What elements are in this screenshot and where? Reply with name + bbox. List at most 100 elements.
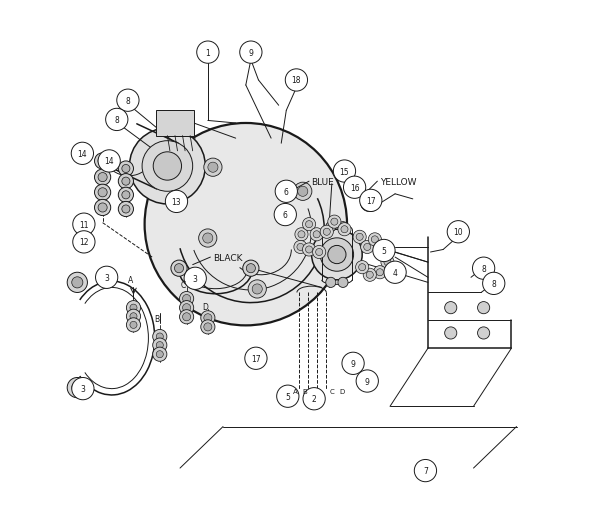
Circle shape — [156, 333, 164, 340]
Text: A: A — [293, 388, 298, 394]
Text: 3: 3 — [193, 274, 198, 283]
Circle shape — [313, 231, 320, 238]
Text: 8: 8 — [491, 279, 496, 288]
Circle shape — [356, 261, 369, 274]
Text: 7: 7 — [423, 466, 428, 475]
Circle shape — [145, 124, 347, 326]
Circle shape — [201, 320, 215, 334]
Circle shape — [444, 302, 457, 314]
Circle shape — [122, 191, 130, 199]
Circle shape — [373, 266, 387, 279]
Circle shape — [305, 221, 313, 228]
Circle shape — [326, 222, 336, 232]
Text: 6: 6 — [283, 211, 288, 220]
Circle shape — [126, 301, 140, 315]
Text: 9: 9 — [365, 377, 370, 386]
Circle shape — [122, 178, 130, 186]
Circle shape — [320, 238, 354, 272]
Circle shape — [364, 244, 371, 251]
Circle shape — [130, 322, 137, 329]
Circle shape — [353, 231, 366, 244]
Circle shape — [67, 273, 88, 293]
Circle shape — [153, 153, 182, 181]
Circle shape — [71, 143, 94, 165]
Circle shape — [303, 243, 316, 257]
Circle shape — [182, 295, 191, 303]
Circle shape — [98, 173, 107, 182]
Circle shape — [174, 264, 184, 273]
Text: BLUE: BLUE — [311, 177, 334, 186]
Text: A: A — [128, 276, 134, 285]
Circle shape — [297, 244, 304, 251]
Circle shape — [248, 280, 266, 298]
Circle shape — [197, 42, 219, 64]
Circle shape — [72, 382, 83, 393]
Circle shape — [356, 370, 378, 392]
Text: 4: 4 — [393, 268, 398, 277]
Circle shape — [361, 241, 374, 254]
Circle shape — [342, 352, 364, 375]
Circle shape — [384, 262, 406, 284]
Circle shape — [331, 219, 338, 226]
Circle shape — [119, 174, 134, 189]
Text: 10: 10 — [454, 228, 463, 237]
Circle shape — [326, 278, 336, 288]
Circle shape — [94, 170, 111, 186]
Circle shape — [204, 314, 212, 322]
Circle shape — [472, 258, 495, 280]
Circle shape — [122, 165, 130, 173]
Text: 6: 6 — [284, 187, 289, 196]
Text: 3: 3 — [80, 384, 85, 393]
Circle shape — [201, 311, 215, 325]
Circle shape — [72, 378, 94, 400]
Circle shape — [119, 162, 134, 177]
Circle shape — [295, 228, 308, 241]
FancyBboxPatch shape — [156, 111, 194, 136]
Circle shape — [117, 90, 139, 112]
Circle shape — [328, 246, 346, 264]
Circle shape — [95, 267, 118, 289]
Circle shape — [98, 157, 107, 166]
Circle shape — [94, 154, 111, 170]
Circle shape — [246, 264, 255, 273]
Circle shape — [130, 305, 137, 312]
Circle shape — [274, 204, 297, 226]
Text: 8: 8 — [125, 96, 130, 106]
Circle shape — [106, 109, 128, 131]
Circle shape — [94, 185, 111, 201]
Text: 8: 8 — [482, 264, 486, 273]
Circle shape — [182, 304, 191, 312]
Text: 17: 17 — [251, 354, 261, 363]
Circle shape — [126, 310, 140, 324]
Text: 15: 15 — [340, 167, 349, 176]
Text: YELLOW: YELLOW — [380, 177, 416, 186]
Circle shape — [171, 261, 187, 277]
Circle shape — [122, 206, 130, 214]
Text: 2: 2 — [312, 394, 317, 403]
Text: 12: 12 — [79, 238, 89, 247]
Circle shape — [204, 323, 212, 331]
Circle shape — [373, 240, 395, 262]
Text: 9: 9 — [249, 48, 254, 58]
Text: D: D — [339, 388, 345, 394]
Circle shape — [356, 234, 363, 241]
Circle shape — [381, 256, 394, 269]
Circle shape — [98, 188, 107, 197]
Circle shape — [153, 347, 167, 362]
Circle shape — [153, 338, 167, 352]
Circle shape — [305, 246, 313, 254]
Circle shape — [130, 313, 137, 320]
Circle shape — [341, 226, 348, 233]
Circle shape — [414, 460, 437, 482]
Text: B: B — [302, 388, 307, 394]
Circle shape — [72, 277, 83, 288]
Circle shape — [73, 214, 95, 236]
Circle shape — [294, 183, 312, 201]
Circle shape — [328, 216, 341, 229]
Circle shape — [252, 284, 262, 294]
Circle shape — [338, 278, 348, 288]
Text: 5: 5 — [285, 392, 290, 401]
Circle shape — [444, 327, 457, 339]
Circle shape — [119, 188, 134, 203]
Circle shape — [363, 269, 376, 282]
